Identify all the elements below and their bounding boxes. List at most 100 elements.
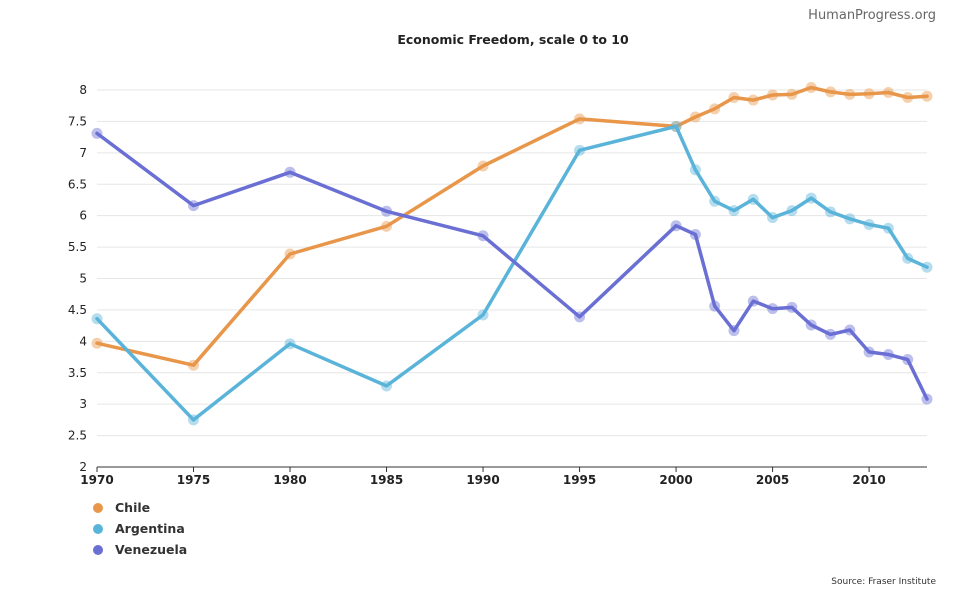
data-point-chile[interactable] (284, 248, 296, 260)
series-venezuela (91, 127, 933, 405)
data-point-argentina[interactable] (902, 252, 914, 264)
data-point-argentina[interactable] (863, 218, 875, 230)
data-point-chile[interactable] (381, 220, 393, 232)
series-argentina (91, 120, 933, 426)
legend-item-argentina[interactable]: Argentina (93, 518, 187, 539)
data-point-venezuela[interactable] (863, 346, 875, 358)
x-tick-label: 1980 (273, 473, 306, 487)
series-layer (91, 81, 933, 426)
data-point-argentina[interactable] (574, 144, 586, 156)
data-point-chile[interactable] (477, 160, 489, 172)
data-point-chile[interactable] (188, 359, 200, 371)
data-point-chile[interactable] (689, 111, 701, 123)
x-tick-label: 1995 (563, 473, 596, 487)
series-line-chile (95, 85, 929, 367)
x-tick-label: 1970 (80, 473, 113, 487)
legend-label-venezuela: Venezuela (115, 542, 188, 557)
data-point-chile[interactable] (824, 86, 836, 98)
y-tick-label: 6.5 (68, 177, 87, 191)
y-tick-label: 5.5 (68, 240, 87, 254)
data-point-venezuela[interactable] (767, 303, 779, 315)
data-point-chile[interactable] (767, 89, 779, 101)
data-point-argentina[interactable] (284, 338, 296, 350)
x-tick-label: 1985 (370, 473, 403, 487)
data-point-chile[interactable] (728, 92, 740, 104)
data-point-argentina[interactable] (728, 205, 740, 217)
data-point-venezuela[interactable] (188, 200, 200, 212)
legend-marker-argentina (93, 523, 103, 534)
data-point-chile[interactable] (882, 87, 894, 99)
source-note: Source: Fraser Institute (831, 577, 936, 587)
data-point-venezuela[interactable] (670, 220, 682, 232)
y-tick-label: 6 (79, 209, 87, 223)
data-point-chile[interactable] (786, 88, 798, 100)
data-point-venezuela[interactable] (477, 230, 489, 242)
y-tick-label: 4.5 (68, 303, 87, 317)
data-point-argentina[interactable] (381, 380, 393, 392)
x-tick-label: 2010 (852, 473, 885, 487)
data-point-venezuela[interactable] (805, 319, 817, 331)
data-point-venezuela[interactable] (882, 349, 894, 361)
axes: 2 2.5 3 3.5 4 4.5 5 5.5 6 6.5 7 7.5 8 1970 1975 1980 198… (68, 83, 927, 487)
x-tick-label: 2000 (659, 473, 692, 487)
data-point-venezuela[interactable] (381, 205, 393, 217)
y-tick-label: 2.5 (68, 429, 87, 443)
legend-label-chile: Chile (115, 500, 151, 515)
data-point-venezuela[interactable] (747, 295, 759, 307)
y-tick-label: 7.5 (68, 114, 87, 128)
data-point-venezuela[interactable] (574, 311, 586, 323)
y-tick-label: 4 (79, 334, 87, 348)
data-point-chile[interactable] (863, 88, 875, 100)
data-point-venezuela[interactable] (728, 325, 740, 337)
series-line-argentina (95, 124, 929, 422)
data-point-argentina[interactable] (747, 193, 759, 205)
data-point-argentina[interactable] (91, 313, 103, 325)
data-point-argentina[interactable] (786, 205, 798, 217)
y-tick-label: 7 (79, 146, 87, 160)
data-point-argentina[interactable] (767, 212, 779, 224)
branding-text: HumanProgress.org (808, 8, 936, 23)
data-point-chile[interactable] (844, 88, 856, 100)
legend-item-chile[interactable]: Chile (93, 497, 187, 518)
data-point-argentina[interactable] (824, 206, 836, 218)
legend-marker-chile (93, 502, 103, 513)
data-point-argentina[interactable] (188, 414, 200, 426)
data-point-argentina[interactable] (689, 164, 701, 176)
data-point-argentina[interactable] (882, 222, 894, 234)
y-tick-label: 3 (79, 397, 87, 411)
legend-label-argentina: Argentina (115, 521, 185, 536)
data-point-venezuela[interactable] (824, 328, 836, 340)
data-point-chile[interactable] (921, 90, 933, 102)
y-tick-label: 3.5 (68, 366, 87, 380)
data-point-venezuela[interactable] (921, 393, 933, 405)
data-point-venezuela[interactable] (284, 166, 296, 178)
data-point-argentina[interactable] (477, 309, 489, 321)
data-point-chile[interactable] (805, 81, 817, 93)
legend-item-venezuela[interactable]: Venezuela (93, 539, 187, 560)
data-point-venezuela[interactable] (844, 324, 856, 336)
data-point-chile[interactable] (902, 92, 914, 104)
data-point-venezuela[interactable] (709, 300, 721, 312)
y-tick-label: 2 (79, 460, 87, 474)
chart-title: Economic Freedom, scale 0 to 10 (397, 32, 629, 47)
data-point-argentina[interactable] (805, 192, 817, 204)
data-point-chile[interactable] (747, 94, 759, 106)
data-point-venezuela[interactable] (91, 127, 103, 139)
data-point-argentina[interactable] (670, 120, 682, 132)
legend: Chile Argentina Venezuela (93, 497, 187, 560)
data-point-chile[interactable] (574, 113, 586, 125)
grid-lines (97, 89, 927, 468)
x-tick-label: 1975 (177, 473, 210, 487)
y-tick-label: 5 (79, 272, 87, 286)
data-point-venezuela[interactable] (786, 301, 798, 313)
data-point-chile[interactable] (91, 337, 103, 349)
data-point-venezuela[interactable] (902, 354, 914, 366)
data-point-argentina[interactable] (709, 195, 721, 207)
data-point-venezuela[interactable] (689, 229, 701, 241)
data-point-argentina[interactable] (921, 261, 933, 273)
legend-marker-venezuela (93, 544, 103, 555)
data-point-argentina[interactable] (844, 213, 856, 225)
data-point-chile[interactable] (709, 103, 721, 115)
x-tick-label: 2005 (756, 473, 789, 487)
